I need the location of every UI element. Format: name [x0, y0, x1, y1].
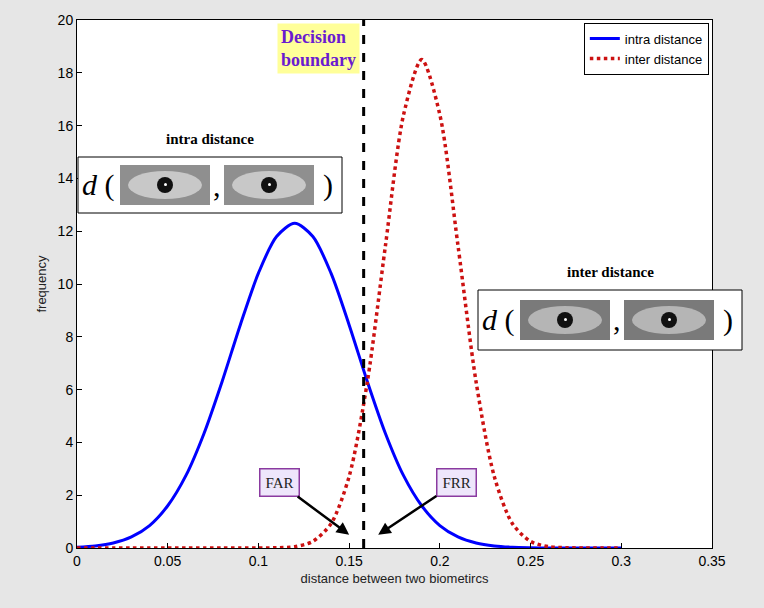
- svg-text:,: ,: [213, 169, 221, 202]
- svg-text:10: 10: [58, 276, 74, 292]
- svg-text:0.35: 0.35: [698, 553, 725, 569]
- svg-text:14: 14: [58, 170, 74, 186]
- svg-text:8: 8: [65, 329, 73, 345]
- svg-text:16: 16: [58, 118, 74, 134]
- svg-text:0.15: 0.15: [336, 553, 363, 569]
- svg-text:,: ,: [613, 303, 621, 336]
- svg-text:distance between two biometirc: distance between two biometircs: [301, 571, 489, 586]
- svg-text:Decisionboundary: Decisionboundary: [281, 27, 356, 70]
- svg-text:frequency: frequency: [34, 255, 49, 313]
- svg-text:d (: d (: [482, 303, 515, 337]
- svg-text:): ): [723, 303, 733, 337]
- svg-text:d (: d (: [82, 168, 115, 202]
- svg-text:inter distance: inter distance: [567, 264, 654, 280]
- svg-text:inter distance: inter distance: [625, 52, 702, 67]
- svg-text:FAR: FAR: [266, 475, 294, 491]
- svg-text:0.25: 0.25: [517, 553, 544, 569]
- svg-text:intra distance: intra distance: [625, 32, 702, 47]
- svg-text:0.1: 0.1: [249, 553, 269, 569]
- svg-text:0: 0: [65, 540, 73, 556]
- svg-text:0.3: 0.3: [612, 553, 632, 569]
- svg-text:6: 6: [65, 382, 73, 398]
- svg-text:): ): [323, 168, 333, 202]
- svg-text:12: 12: [58, 223, 74, 239]
- svg-text:20: 20: [58, 12, 74, 28]
- svg-text:2: 2: [65, 487, 73, 503]
- svg-text:FRR: FRR: [443, 475, 471, 491]
- svg-text:18: 18: [58, 65, 74, 81]
- svg-text:0.2: 0.2: [430, 553, 450, 569]
- svg-text:4: 4: [65, 434, 73, 450]
- svg-text:intra distance: intra distance: [166, 131, 254, 147]
- svg-text:0.05: 0.05: [154, 553, 181, 569]
- svg-text:0: 0: [73, 553, 81, 569]
